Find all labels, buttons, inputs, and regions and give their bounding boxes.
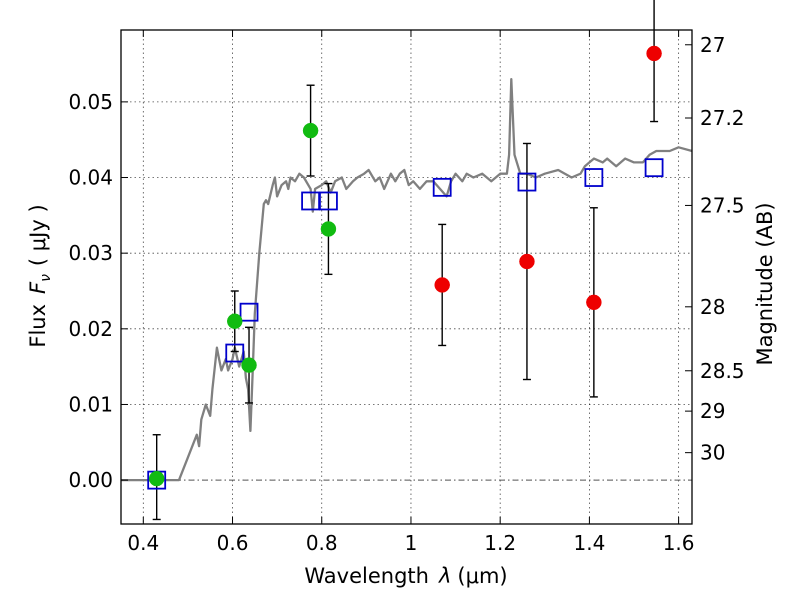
- observed-flux-point: [646, 45, 662, 62]
- x-tick-label: 0.4: [127, 531, 159, 555]
- observed-flux-point: [241, 357, 257, 373]
- model-photometry-square: [239, 302, 259, 322]
- model-photometry-square: [319, 191, 338, 211]
- model-photometry-square: [584, 168, 604, 187]
- model-photometry-square: [644, 158, 664, 178]
- observed-flux-point: [434, 277, 450, 293]
- y-tick-label: 0.04: [68, 166, 113, 190]
- x-tick-label: 1: [405, 531, 418, 555]
- model-sed-layer: [121, 78, 693, 482]
- y-axis-label: FluxFν( μJy ): [26, 204, 54, 347]
- x-tick-label: 0.8: [306, 531, 338, 555]
- observed-flux-point: [227, 313, 243, 330]
- model-sed-curve: [121, 78, 693, 482]
- observed-flux-point: [302, 122, 319, 139]
- model-photometry-square: [432, 177, 452, 197]
- magnitude-tick-label: 30: [700, 441, 725, 465]
- magnitude-tick-label: 27.2: [700, 106, 745, 130]
- magnitude-tick-label: 29: [700, 399, 725, 423]
- magnitude-tick-label: 27.5: [700, 193, 745, 217]
- y-tick-label: 0.00: [68, 468, 113, 492]
- grid-lines: [121, 30, 692, 524]
- x-tick-label: 0.6: [217, 531, 249, 555]
- model-photometry-square: [517, 172, 537, 192]
- x-tick-label: 1.4: [573, 531, 605, 555]
- axis-ticks: 0.4 0.6 0.8 1 1.2 1.4 1.6 0.00 0.01 0.02 0.03 0.04 0…: [68, 30, 745, 555]
- magnitude-tick-label: 28.5: [700, 359, 745, 383]
- observed-flux-point: [320, 221, 337, 237]
- model-photometry-square: [225, 343, 245, 363]
- x-tick-label: 1.2: [484, 531, 516, 555]
- observed-flux-point: [586, 294, 602, 311]
- y-tick-label: 0.01: [68, 392, 113, 416]
- x-axis-label: Wavelength λ (μm): [304, 564, 507, 588]
- magnitude-axis-label: Magnitude (AB): [753, 202, 777, 365]
- y-tick-label: 0.03: [68, 241, 113, 265]
- y-tick-label: 0.05: [68, 90, 113, 114]
- observed-flux-point: [148, 470, 165, 487]
- x-tick-label: 1.6: [663, 531, 695, 555]
- plot-frame: [120, 29, 693, 525]
- magnitude-tick-label: 28: [700, 295, 725, 319]
- y-tick-label: 0.02: [68, 317, 113, 341]
- magnitude-tick-label: 27: [700, 33, 725, 57]
- observed-flux-point: [519, 253, 535, 270]
- photometry-markers: [147, 0, 664, 521]
